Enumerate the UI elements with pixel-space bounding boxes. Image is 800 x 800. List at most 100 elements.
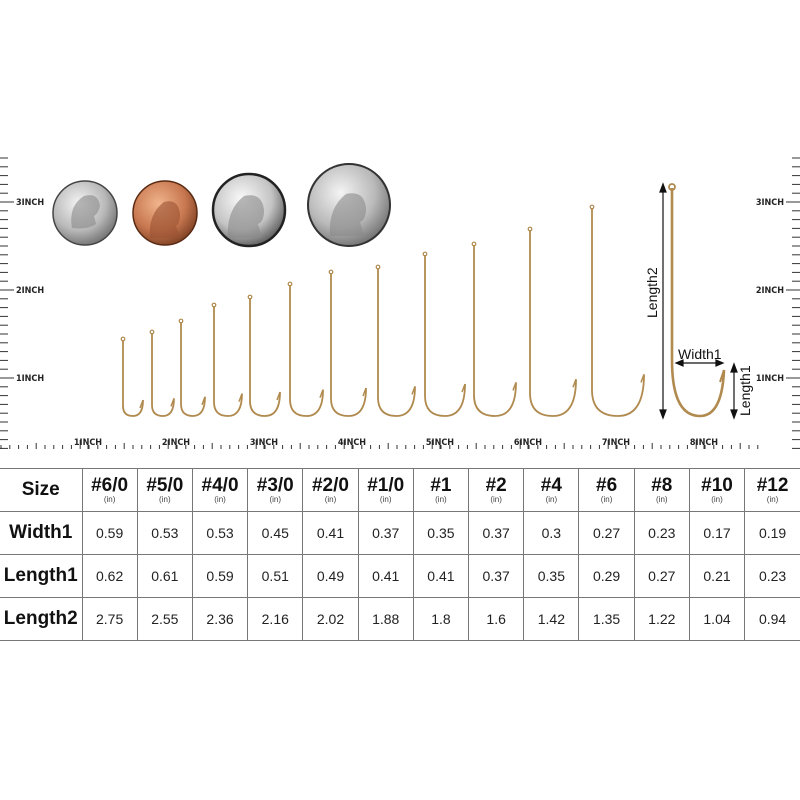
unit-label: (in): [600, 494, 613, 504]
value-cell: 1.8: [412, 597, 470, 641]
fishing-hook: [589, 204, 645, 417]
size-cell: #2 (in): [468, 468, 525, 512]
fishing-hook: [211, 302, 243, 417]
size-cell: #4/0 (in): [191, 468, 249, 512]
value-cell: 0.41: [357, 554, 414, 598]
horizontal-ruler-label: 4INCH: [338, 438, 366, 448]
unit-label: (in): [656, 494, 668, 504]
fishing-hook: [375, 264, 416, 417]
diagram-hook: [670, 188, 726, 418]
hook-size: #4: [540, 474, 562, 496]
unit-label: (in): [103, 494, 116, 504]
hook-size: #1/0: [367, 474, 405, 496]
value-cell: 0.3: [523, 511, 580, 555]
fishing-hook: [527, 226, 577, 417]
nickel-coin-icon: [211, 172, 287, 248]
fishing-hook: [247, 294, 281, 417]
size-cell: #6/0 (in): [81, 468, 138, 512]
value-cell: 0.49: [302, 554, 359, 598]
value-cell: 1.88: [357, 597, 414, 641]
value-cell: 0.17: [688, 511, 746, 555]
hook-size-table: Size #6/0 (in) #5/0 (in) #4/0 (in) #3/0 (in) #2/0…: [0, 468, 800, 641]
fishing-hook: [178, 318, 206, 417]
dimension-diagram: Length2 Width1 Length1: [644, 182, 753, 420]
value-cell: 0.23: [744, 554, 800, 598]
fishing-hook: [287, 281, 324, 417]
hook-size: #2/0: [311, 474, 349, 496]
row-label: Width1: [0, 511, 83, 555]
quarter-coin-icon: [307, 163, 391, 247]
size-header: Size: [0, 468, 83, 512]
value-cell: 0.51: [247, 554, 304, 598]
fishing-hook: [471, 241, 517, 417]
value-cell: 0.37: [468, 511, 525, 555]
size-cell: #10 (in): [688, 468, 746, 512]
value-cell: 0.21: [688, 554, 746, 598]
value-cell: 0.35: [412, 511, 470, 555]
row-label: Length1: [0, 554, 83, 598]
value-cell: 0.53: [191, 511, 249, 555]
unit-label: (in): [435, 494, 447, 504]
value-cell: 0.35: [523, 554, 580, 598]
diagram-hook-barb: [719, 369, 725, 383]
fishing-hook: [120, 336, 144, 417]
value-cell: 2.16: [247, 597, 304, 641]
hook-size: #12: [756, 474, 789, 496]
value-cell: 0.41: [302, 511, 359, 555]
horizontal-ruler-label: 7INCH: [602, 438, 630, 448]
value-cell: 2.55: [136, 597, 193, 641]
left-ruler-label: 2INCH: [16, 286, 44, 296]
unit-label: (in): [269, 494, 282, 504]
fishing-hooks: [120, 204, 645, 417]
value-cell: 1.04: [688, 597, 746, 641]
value-cell: 0.27: [578, 511, 635, 555]
value-cell: 0.27: [633, 554, 690, 598]
reference-coins: [52, 163, 391, 248]
unit-label: (in): [159, 494, 171, 504]
table-row: Length1 0.62 0.61 0.59 0.51 0.49 0.41 0.41 0.37 0…: [0, 554, 800, 598]
value-cell: 0.19: [744, 511, 800, 555]
hook-size: #2: [485, 474, 507, 496]
value-cell: 1.35: [578, 597, 635, 641]
diagram-hook-eye: [668, 183, 676, 191]
size-cell: #6 (in): [578, 468, 635, 512]
value-cell: 2.02: [302, 597, 359, 641]
unit-label: (in): [379, 494, 392, 504]
hook-size: #6/0: [91, 474, 129, 496]
size-cell: #12 (in): [744, 468, 800, 512]
dime-coin-icon: [52, 180, 118, 246]
value-cell: 0.53: [136, 511, 193, 555]
size-cell: #1 (in): [412, 468, 470, 512]
value-cell: 0.37: [468, 554, 525, 598]
size-cell: #3/0 (in): [247, 468, 304, 512]
value-cell: 0.62: [81, 554, 138, 598]
size-cell: #5/0 (in): [136, 468, 193, 512]
left-ruler-label: 1INCH: [16, 374, 44, 384]
horizontal-ruler-label: 5INCH: [426, 438, 454, 448]
fishing-hook: [422, 251, 466, 417]
value-cell: 0.29: [578, 554, 635, 598]
right-ruler-label: 1INCH: [756, 374, 784, 384]
hook-size: #3/0: [256, 474, 294, 496]
unit-label: (in): [324, 494, 337, 504]
row-label: Length2: [0, 597, 83, 641]
horizontal-ruler-label: 6INCH: [514, 438, 542, 448]
value-cell: 2.75: [81, 597, 138, 641]
length2-label: Length2: [644, 267, 660, 318]
hook-size: #8: [651, 474, 673, 496]
table-row: Length2 2.75 2.55 2.36 2.16 2.02 1.88 1.8 1.6 1.4…: [0, 597, 800, 641]
right-ruler-label: 2INCH: [756, 286, 784, 296]
unit-label: (in): [490, 494, 502, 504]
length1-label: Length1: [737, 365, 753, 416]
size-cell: #1/0 (in): [357, 468, 414, 512]
inch-ruler: 1INCH 2INCH 3INCH 4INCH 5INCH 6INCH 7INCH 8INCH…: [0, 157, 800, 451]
size-cell: #2/0 (in): [302, 468, 359, 512]
horizontal-ruler-label: 8INCH: [690, 438, 718, 448]
penny-coin-icon: [132, 180, 198, 246]
hook-size: #4/0: [201, 474, 239, 496]
value-cell: 2.36: [191, 597, 249, 641]
value-cell: 0.41: [412, 554, 470, 598]
unit-label: (in): [766, 494, 779, 504]
right-ruler-label: 3INCH: [756, 198, 784, 208]
value-cell: 0.94: [744, 597, 800, 641]
